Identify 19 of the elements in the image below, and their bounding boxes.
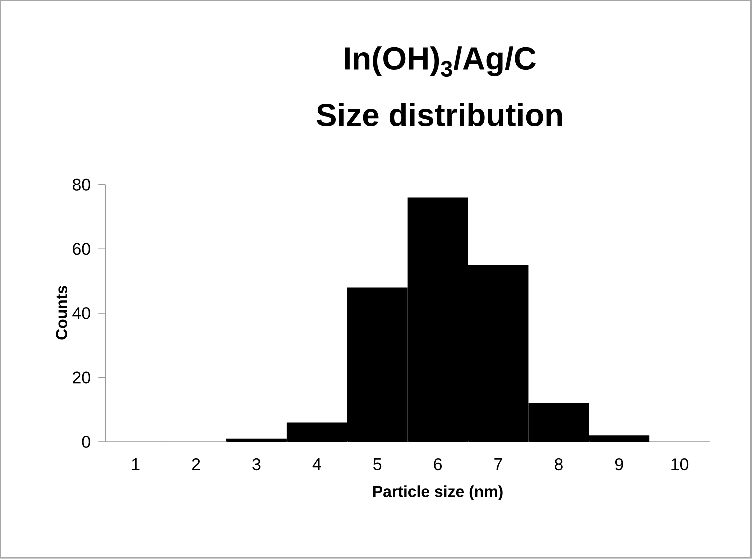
- x-tick-label: 2: [192, 458, 200, 470]
- y-tick-label: 20: [73, 372, 90, 384]
- x-tick-label: 6: [434, 458, 442, 471]
- y-axis-title: Counts: [56, 286, 68, 340]
- x-tick-label: 9: [615, 458, 624, 471]
- y-tick-label: 60: [73, 243, 90, 256]
- x-tick-label: 7: [494, 458, 502, 470]
- chart-subtitle: Size distribution: [316, 103, 562, 127]
- y-tick-label: 40: [72, 308, 90, 320]
- chart-title: In(OH)$_{3}$/Ag/C: [345, 46, 536, 78]
- x-tick-label: 5: [374, 458, 382, 470]
- y-tick-label: 80: [72, 178, 90, 191]
- x-tick-label: 4: [312, 458, 322, 470]
- x-tick-label: 3: [252, 458, 261, 471]
- x-axis-title: Particle size (nm): [374, 486, 503, 501]
- x-tick-label: 1: [132, 458, 140, 470]
- y-tick-label: 0: [82, 436, 90, 448]
- x-tick-label: 10: [672, 458, 689, 471]
- x-tick-label: 8: [554, 458, 563, 471]
